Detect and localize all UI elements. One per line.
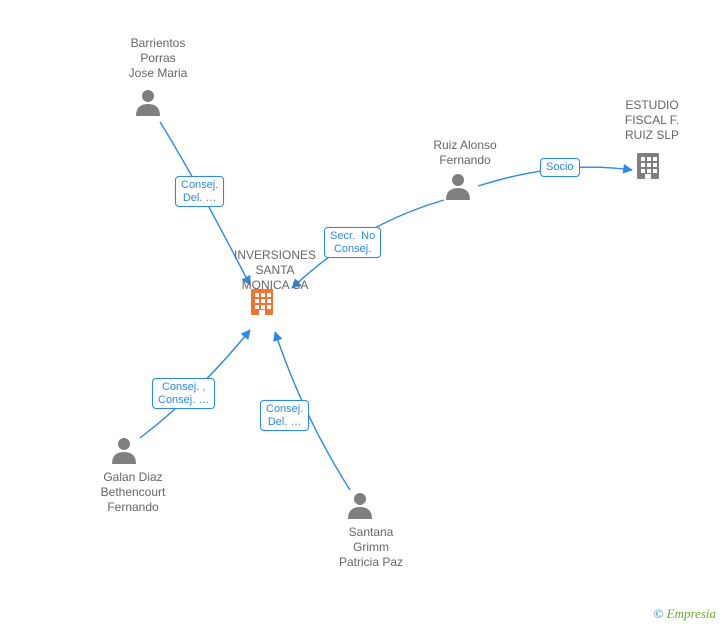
copyright-symbol: © xyxy=(654,606,664,621)
node-label: Galan DiazBethencourtFernando xyxy=(88,470,178,515)
person-icon[interactable] xyxy=(112,438,136,464)
node-label: Ruiz AlonsoFernando xyxy=(420,138,510,168)
node-label: INVERSIONESSANTAMONICA SA xyxy=(230,248,320,293)
edge-label: Consej.Del. … xyxy=(175,176,224,207)
watermark: ©Empresia xyxy=(654,606,716,622)
node-label: SantanaGrimmPatricia Paz xyxy=(326,525,416,570)
company-icon[interactable] xyxy=(637,153,659,179)
edge-label: Secr. NoConsej. xyxy=(324,227,381,258)
node-label: BarrientosPorrasJose Maria xyxy=(118,36,198,81)
edge-label: Consej. ,Consej. … xyxy=(152,378,215,409)
edge-label: Socio xyxy=(540,158,580,177)
person-icon[interactable] xyxy=(446,174,470,200)
node-layer xyxy=(112,90,659,519)
watermark-text: Empresia xyxy=(667,606,716,621)
person-icon[interactable] xyxy=(136,90,160,116)
node-label: ESTUDIOFISCAL F.RUIZ SLP xyxy=(612,98,692,143)
person-icon[interactable] xyxy=(348,493,372,519)
edge-label: Consej.Del. … xyxy=(260,400,309,431)
